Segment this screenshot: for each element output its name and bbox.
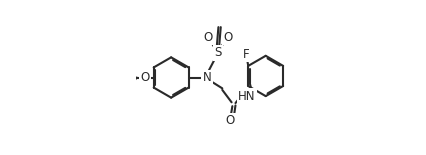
Text: F: F (243, 48, 249, 61)
Text: S: S (214, 46, 222, 59)
Text: O: O (225, 114, 235, 127)
Text: HN: HN (239, 90, 256, 103)
Text: O: O (203, 31, 212, 44)
Text: O: O (223, 31, 232, 44)
Text: N: N (202, 71, 211, 84)
Text: O: O (141, 71, 150, 84)
